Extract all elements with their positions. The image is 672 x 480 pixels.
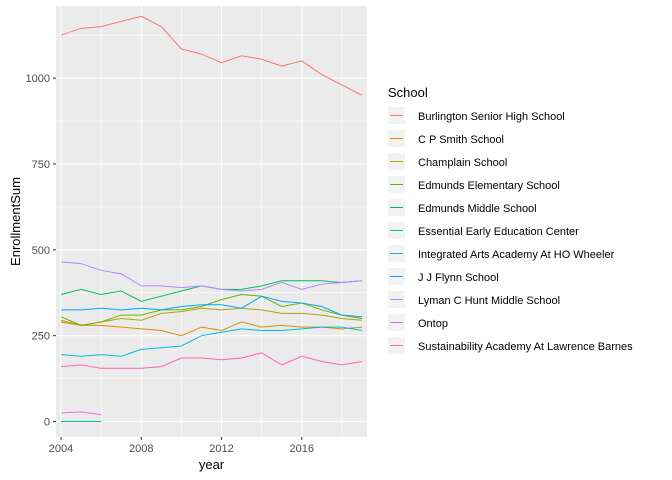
series-line-j-j-flynn-school	[61, 295, 363, 318]
legend-label-c-p-smith-school: C P Smith School	[418, 134, 504, 146]
legend: School Burlington Senior High School C P …	[388, 85, 633, 354]
plot-panel	[56, 6, 367, 437]
legend-title: School	[388, 85, 428, 100]
legend-label-essential-early-education-center: Essential Early Education Center	[418, 226, 579, 238]
series-line-sustainability-academy-at-lawrence-barnes	[60, 352, 363, 369]
x-axis: 2004 2008 2012 2016	[49, 437, 314, 455]
x-tick-label: 2012	[209, 443, 233, 455]
y-tick-label: 750	[32, 159, 50, 171]
legend-label-edmunds-middle-school: Edmunds Middle School	[418, 203, 537, 215]
legend-items: Burlington Senior High School C P Smith S…	[388, 107, 633, 354]
x-tick-label: 2008	[129, 443, 153, 455]
series-line-champlain-school	[60, 307, 363, 326]
legend-label-edmunds-elementary-school: Edmunds Elementary School	[418, 180, 560, 192]
legend-label-champlain-school: Champlain School	[418, 157, 507, 169]
legend-label-sustainability-academy-at-lawrence-barnes: Sustainability Academy At Lawrence Barne…	[418, 341, 633, 353]
legend-label-integrated-arts-academy-at-ho-wheeler: Integrated Arts Academy At HO Wheeler	[418, 249, 615, 261]
y-axis-title: EnrollmentSum	[8, 177, 23, 266]
y-tick-label: 0	[44, 417, 50, 429]
grid-major	[56, 6, 367, 437]
legend-label-ontop: Ontop	[418, 318, 448, 330]
y-tick-label: 500	[32, 245, 50, 257]
series-line-edmunds-elementary-school	[60, 293, 363, 326]
x-tick-label: 2004	[49, 443, 73, 455]
y-axis: 0 250 500 750 1000	[26, 73, 56, 429]
x-tick-label: 2016	[290, 443, 314, 455]
series-line-lyman-c-hunt-middle-school	[60, 261, 363, 292]
series-lines	[60, 15, 363, 423]
y-tick-label: 250	[32, 331, 50, 343]
legend-label-burlington-senior-high-school: Burlington Senior High School	[418, 111, 565, 123]
y-tick-label: 1000	[26, 73, 50, 85]
x-axis-title: year	[199, 457, 225, 472]
series-line-ontop	[60, 411, 102, 416]
series-line-integrated-arts-academy-at-ho-wheeler	[60, 326, 363, 357]
series-line-burlington-senior-high-school	[60, 15, 363, 96]
legend-label-j-j-flynn-school: J J Flynn School	[418, 272, 499, 284]
series-line-c-p-smith-school	[60, 321, 363, 337]
legend-label-lyman-c-hunt-middle-school: Lyman C Hunt Middle School	[418, 295, 560, 307]
